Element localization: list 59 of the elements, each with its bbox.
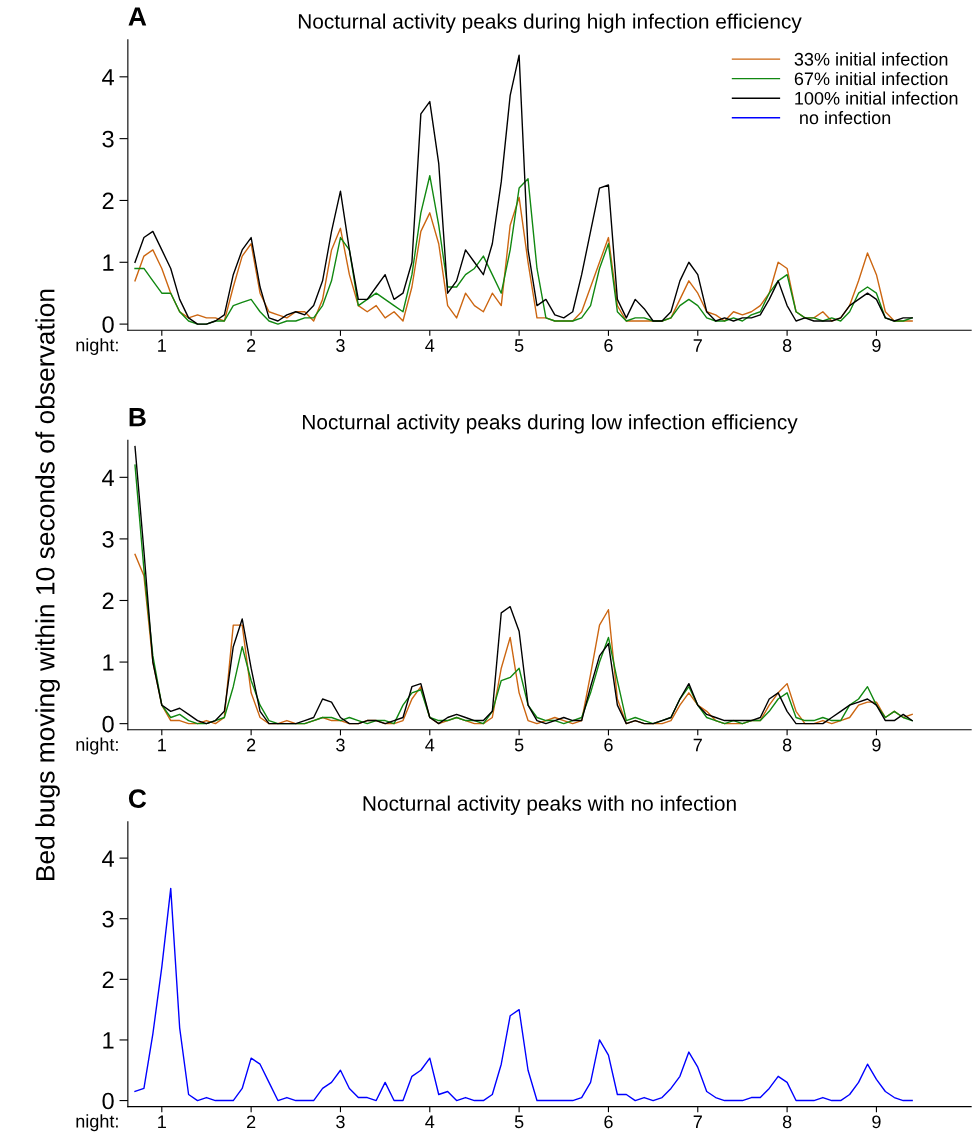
x-tick-label: 2 (247, 339, 256, 352)
x-tick-label: 7 (693, 738, 702, 752)
x-tick-label: 5 (514, 339, 524, 352)
x-tick-label: 5 (514, 738, 524, 752)
y-tick-label: 1 (103, 254, 114, 271)
x-tick-label: 3 (336, 339, 345, 352)
line-series (134, 196, 913, 322)
x-axis-title: night: (76, 737, 118, 755)
text: A (128, 7, 147, 26)
x-axis-title: night: (76, 1114, 118, 1132)
x-tick-label: 4 (425, 1115, 435, 1129)
x-tick-label: 1 (158, 1115, 166, 1129)
y-tick-label: 3 (102, 910, 114, 928)
y-tick-label: 0 (102, 1092, 114, 1110)
y-tick-label: 1 (103, 654, 114, 671)
y-tick-label: 2 (102, 971, 114, 988)
y-tick-label: 4 (102, 850, 114, 867)
x-tick-label: 1 (158, 339, 166, 352)
x-tick-label: 3 (336, 1115, 345, 1129)
x-tick-label: 7 (693, 1115, 702, 1129)
y-tick-label: 2 (102, 592, 114, 610)
x-tick-label: 6 (604, 339, 613, 352)
y-tick-label: 4 (102, 69, 114, 86)
x-tick-label: 7 (693, 339, 702, 352)
chart-title: Nocturnal activity peaks during low infection efficiency (303, 414, 798, 434)
x-tick-label: 6 (604, 1115, 613, 1129)
legend-label: 67% initial infection (794, 71, 948, 86)
y-tick-label: 0 (102, 715, 114, 733)
y-axis-title: Bed bugs moving within 10 seconds of observation (35, 289, 60, 880)
x-tick-label: 9 (872, 738, 881, 752)
line-series (134, 887, 913, 1102)
x-tick-label: 3 (336, 738, 345, 752)
line-series (134, 175, 913, 325)
x-tick-label: 5 (514, 1115, 524, 1129)
x-tick-label: 6 (604, 738, 613, 752)
y-tick-label: 4 (102, 469, 114, 486)
x-tick-label: 1 (158, 738, 166, 752)
x-tick-label: 4 (425, 339, 435, 352)
y-tick-label: 3 (102, 530, 114, 548)
x-tick-label: 9 (872, 339, 881, 352)
chart-title: Nocturnal activity peaks during high infection efficiency (298, 13, 802, 33)
y-tick-label: 3 (102, 130, 114, 148)
x-tick-label: 8 (782, 1115, 792, 1129)
text: B (129, 408, 146, 427)
legend-label: no infection (800, 110, 891, 125)
x-tick-label: 8 (782, 738, 792, 752)
x-tick-label: 8 (782, 339, 792, 352)
chart-title: Nocturnal activity peaks with no infection (363, 795, 736, 815)
x-tick-label: 2 (247, 1115, 256, 1129)
legend-label: 100% initial infection (795, 91, 958, 105)
x-tick-label: 9 (872, 1115, 881, 1129)
y-tick-label: 1 (103, 1032, 114, 1049)
x-tick-label: 2 (247, 738, 256, 752)
text: C (128, 789, 147, 808)
y-tick-label: 2 (102, 192, 114, 210)
y-tick-label: 0 (102, 316, 114, 333)
legend-label: 33% initial infection (794, 52, 948, 66)
x-axis-title: night: (76, 338, 118, 355)
x-tick-label: 4 (425, 738, 435, 752)
